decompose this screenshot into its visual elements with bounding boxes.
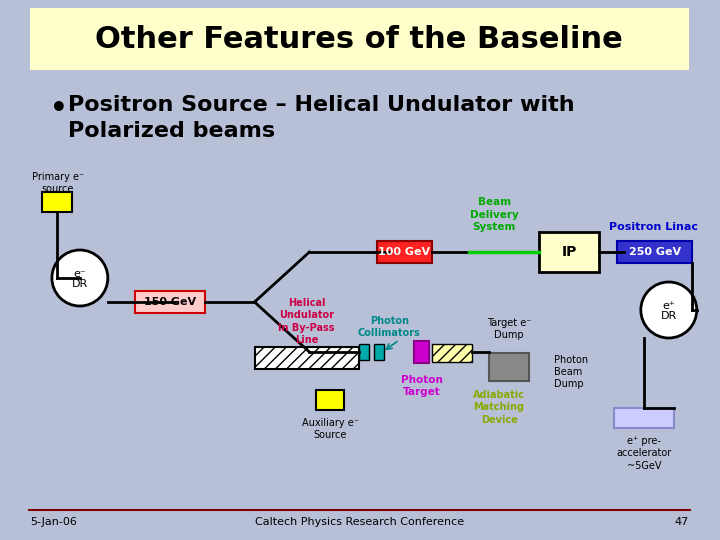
Text: Primary e⁻
source: Primary e⁻ source [32, 172, 84, 194]
Text: e⁺ pre-
accelerator
~5GeV: e⁺ pre- accelerator ~5GeV [616, 436, 672, 471]
Text: 250 GeV: 250 GeV [629, 247, 681, 257]
Text: Positron Linac: Positron Linac [609, 222, 698, 232]
Text: 47: 47 [675, 517, 689, 527]
Text: Photon
Collimators: Photon Collimators [358, 315, 420, 338]
Text: DR: DR [72, 279, 88, 289]
Text: IP: IP [562, 245, 577, 259]
Text: e⁻: e⁻ [73, 269, 86, 279]
Text: Photon
Beam
Dump: Photon Beam Dump [554, 355, 588, 389]
Text: Adiabatic
Matching
Device: Adiabatic Matching Device [473, 390, 525, 425]
Bar [359, 344, 369, 360]
Bar [432, 344, 472, 362]
Text: Photon
Target: Photon Target [401, 375, 443, 397]
Text: Auxiliary e⁻
Source: Auxiliary e⁻ Source [302, 418, 359, 441]
Text: Positron Source – Helical Undulator with
Polarized beams: Positron Source – Helical Undulator with… [68, 95, 575, 141]
Text: 5-Jan-06: 5-Jan-06 [30, 517, 77, 527]
Bar [614, 408, 674, 428]
Text: •: • [50, 95, 68, 123]
FancyBboxPatch shape [135, 291, 204, 313]
Text: Helical
Undulator
In By-Pass
Line: Helical Undulator In By-Pass Line [278, 298, 335, 345]
Text: DR: DR [661, 311, 677, 321]
Bar [316, 390, 344, 410]
Bar [42, 192, 72, 212]
Bar [374, 344, 384, 360]
Text: e⁺: e⁺ [662, 301, 675, 311]
Text: 150 GeV: 150 GeV [143, 297, 196, 307]
Circle shape [641, 282, 697, 338]
FancyBboxPatch shape [377, 241, 432, 263]
Bar [255, 347, 359, 369]
Bar [489, 353, 529, 381]
FancyBboxPatch shape [30, 8, 689, 70]
Text: Other Features of the Baseline: Other Features of the Baseline [96, 24, 624, 53]
Text: 100 GeV: 100 GeV [378, 247, 431, 257]
Bar [539, 232, 599, 272]
Text: Caltech Physics Research Conference: Caltech Physics Research Conference [255, 517, 464, 527]
Text: Beam
Delivery
System: Beam Delivery System [469, 197, 518, 232]
FancyBboxPatch shape [617, 241, 692, 263]
Text: Target e⁻
Dump: Target e⁻ Dump [487, 318, 531, 340]
Circle shape [52, 250, 108, 306]
Bar [414, 341, 429, 363]
